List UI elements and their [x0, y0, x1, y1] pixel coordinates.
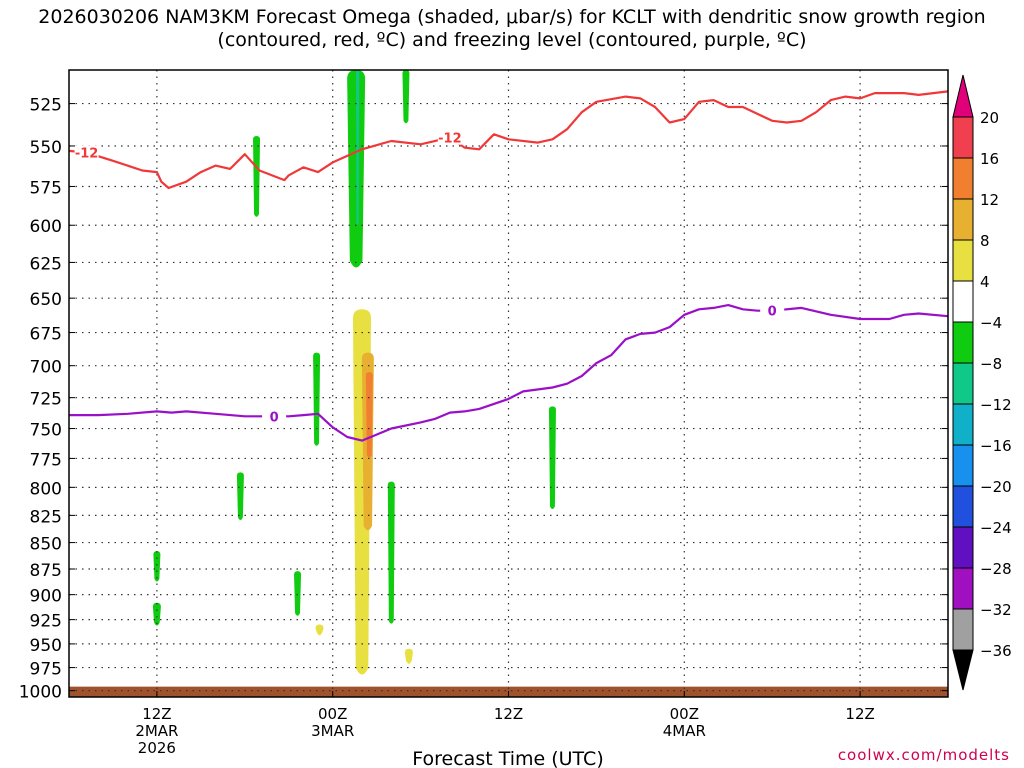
y-tick-label: 650 — [30, 290, 62, 310]
x-tick-label: 4MAR — [663, 722, 706, 740]
contour-line — [69, 304, 949, 442]
x-tick-label: 00Z — [318, 705, 347, 723]
colorbar-label: −16 — [980, 437, 1012, 455]
omega-shaded-region — [152, 602, 161, 626]
omega-shaded-region — [548, 406, 556, 509]
colorbar-segment — [952, 239, 974, 282]
x-tick-label: 2026 — [138, 739, 176, 757]
y-tick-label: 800 — [30, 479, 62, 499]
contour-label-bg — [74, 145, 99, 160]
omega-shaded-region — [402, 70, 410, 124]
colorbar-segment — [952, 362, 974, 405]
colorbar-label: −8 — [980, 355, 1002, 373]
x-tick-label: 3MAR — [311, 722, 354, 740]
colorbar-segment — [952, 567, 974, 610]
colorbar-segment — [952, 280, 974, 323]
contour-label-bg — [437, 130, 462, 145]
y-tick-label: 875 — [30, 561, 62, 581]
y-tick-label: 725 — [30, 390, 62, 410]
y-tick-label: 525 — [30, 96, 62, 116]
grid-lines — [69, 70, 948, 697]
contour-line — [68, 90, 949, 190]
y-tick-label: 675 — [30, 325, 62, 345]
omega-shaded-region — [153, 551, 161, 582]
omega-shaded-region — [387, 481, 395, 624]
y-tick-label: 950 — [30, 636, 62, 656]
contour-label-bg — [262, 409, 287, 424]
contour-label: -12 — [75, 147, 99, 162]
colorbar-segment — [952, 157, 974, 200]
omega-shaded-region — [315, 624, 324, 636]
colorbar-label: −28 — [980, 560, 1012, 578]
chart-title: 2026030206 NAM3KM Forecast Omega (shaded… — [38, 6, 986, 51]
contour-label-bg — [760, 303, 785, 318]
x-tick-label: 12Z — [845, 705, 874, 723]
omega-shaded-region — [404, 648, 413, 664]
colorbar-segment — [952, 526, 974, 569]
y-tick-label: 900 — [30, 587, 62, 607]
colorbar-label: −4 — [980, 314, 1002, 332]
colorbar-label: −24 — [980, 519, 1012, 537]
colorbar-label: 4 — [980, 273, 990, 291]
y-tick-label: 975 — [30, 660, 62, 680]
colorbar-label: −12 — [980, 396, 1012, 414]
colorbar-segment — [952, 608, 974, 651]
x-tick-label: 12Z — [142, 705, 171, 723]
colorbar-label: −32 — [980, 601, 1012, 619]
contour-lines-layer: -12 -12 0 0 — [68, 90, 949, 442]
colorbar-segment — [952, 444, 974, 487]
omega-shaded-region — [365, 372, 373, 458]
omega-shaded-region — [313, 352, 321, 446]
colorbar: 20 16 12 8 4 −4 −8 −12 −16 −20 −24 −28 −32 −36 — [952, 74, 1012, 691]
colorbar-label: −20 — [980, 478, 1012, 496]
contour-label: 0 — [768, 305, 777, 320]
colorbar-segment — [952, 198, 974, 241]
colorbar-bottom-arrow — [952, 649, 974, 691]
omega-shaded-region — [294, 571, 302, 616]
colorbar-segment — [952, 403, 974, 446]
colorbar-segment — [952, 321, 974, 364]
omega-shaded-region — [356, 70, 360, 225]
colorbar-segment — [952, 116, 974, 159]
x-axis-label: Forecast Time (UTC) — [412, 748, 603, 768]
x-tick-label: 00Z — [670, 705, 699, 723]
colorbar-label: 20 — [980, 109, 999, 127]
y-axis: 525 550 575 600 625 650 675 700 725 750 775 800 825 8… — [19, 96, 948, 703]
colorbar-label: 12 — [980, 191, 999, 209]
credit-text: coolwx.com/modelts — [837, 746, 1010, 764]
omega-shaded-region — [253, 135, 261, 217]
omega-shaded-region — [347, 70, 366, 268]
y-tick-label: 850 — [30, 535, 62, 555]
y-tick-label: 925 — [30, 612, 62, 632]
colorbar-label: −36 — [980, 642, 1012, 660]
y-tick-label: 750 — [30, 421, 62, 441]
y-tick-label: 600 — [30, 217, 62, 237]
y-tick-label: 775 — [30, 450, 62, 470]
x-tick-label: 12Z — [494, 705, 523, 723]
omega-shading-layer — [152, 70, 556, 675]
contour-label: 0 — [270, 410, 279, 425]
colorbar-label: 16 — [980, 150, 999, 168]
y-tick-label: 625 — [30, 254, 62, 274]
x-tick-label: 2MAR — [135, 722, 178, 740]
y-tick-label: 1000 — [19, 683, 62, 703]
colorbar-label: 8 — [980, 232, 990, 250]
colorbar-top-arrow — [952, 74, 974, 118]
y-tick-label: 575 — [30, 178, 62, 198]
omega-shaded-region — [236, 472, 244, 521]
contour-label: -12 — [438, 132, 462, 147]
colorbar-segment — [952, 485, 974, 528]
y-tick-label: 825 — [30, 507, 62, 527]
y-tick-label: 700 — [30, 358, 62, 378]
y-tick-label: 550 — [30, 138, 62, 158]
